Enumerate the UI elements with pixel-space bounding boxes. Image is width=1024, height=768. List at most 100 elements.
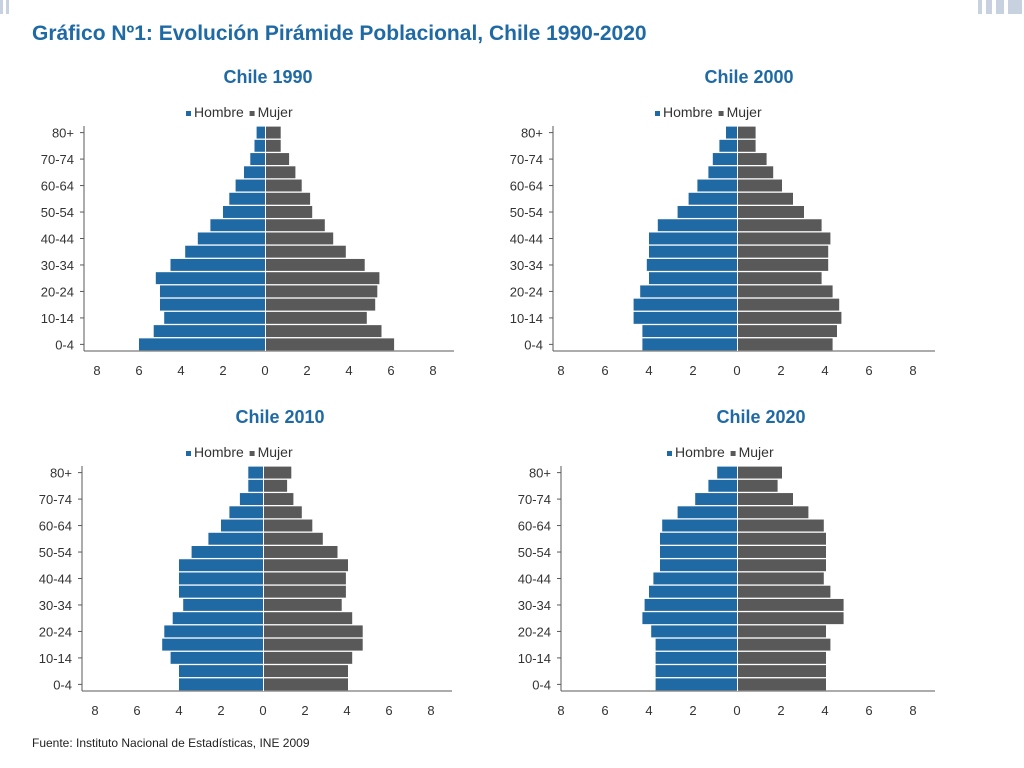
chart-3-bar-hombre-20-24 [164,625,263,638]
chart-4-bar-hombre-35-39 [649,585,737,598]
chart-3-bar-mujer-20-24 [264,625,363,638]
chart-2-ytick-label-70-74: 70-74 [510,152,543,167]
chart-4-bar-hombre-30-34 [644,598,737,611]
chart-1-bar-hombre-0-4 [139,338,265,351]
chart-4-bar-mujer-35-39 [738,585,831,598]
chart-2-bar-mujer-40-44 [738,232,831,245]
chart-1-bar-hombre-25-29 [155,272,265,285]
chart-1-bar-hombre-55-59 [229,192,265,205]
chart-3-xtick-label-4: 0 [259,703,266,718]
chart-4-bar-hombre-45-49 [660,559,737,572]
chart-2-bar-mujer-10-14 [738,311,842,324]
chart-4-bar-hombre-70-74 [695,493,737,506]
chart-2-ytick-label-20-24: 20-24 [510,284,543,299]
chart-4-bar-hombre-55-59 [660,532,737,545]
chart-4-ytick-label-40-44: 40-44 [518,572,551,587]
chart-4-bar-hombre-75-79 [708,479,737,492]
chart-3-xtick-label-6: 4 [343,703,350,718]
chart-4-bar-mujer-20-24 [738,625,826,638]
chart-2-bar-mujer-70-74 [738,153,767,166]
chart-2-ytick-label-40-44: 40-44 [510,232,543,247]
chart-2-bar-mujer-65-69 [738,166,774,179]
chart-1-bar-hombre-45-49 [210,219,265,232]
chart-1-legend-mujer-swatch [249,111,255,116]
chart-4-bar-mujer-80+ [738,466,782,479]
chart-4-xtick-label-2: 4 [645,703,652,718]
chart-4-bar-mujer-55-59 [738,532,826,545]
chart-1-bar-mujer-15-19 [266,298,376,311]
chart-2-ytick-label-30-34: 30-34 [510,258,543,273]
chart-4-ytick-label-0-4: 0-4 [532,677,551,692]
chart-1-bar-mujer-25-29 [266,272,380,285]
chart-1-bar-hombre-20-24 [160,285,265,298]
chart-1-bar-mujer-20-24 [266,285,378,298]
chart-2-bar-hombre-20-24 [640,285,737,298]
chart-3-bar-hombre-60-64 [221,519,263,532]
chart-2-bar-hombre-35-39 [649,245,737,258]
chart-1-xtick-label-5: 2 [303,363,310,378]
chart-2-bar-mujer-5-9 [738,325,837,338]
chart-4-bar-hombre-15-19 [655,638,737,651]
chart-4-bar-mujer-65-69 [738,506,809,519]
chart-3-xtick-label-5: 2 [301,703,308,718]
chart-3-xtick-label-0: 8 [91,703,98,718]
chart-2-xtick-label-1: 6 [601,363,608,378]
chart-4-bar-mujer-30-34 [738,598,844,611]
chart-4-bar-mujer-25-29 [738,612,844,625]
chart-2-ytick-label-80+: 80+ [521,126,543,141]
chart-1-ytick-label-60-64: 60-64 [41,179,74,194]
chart-1-title: Chile 1990 [223,67,312,87]
chart-3-bar-hombre-0-4 [179,678,263,691]
chart-3-bar-hombre-70-74 [239,493,263,506]
chart-1-ytick-label-0-4: 0-4 [55,337,74,352]
chart-2-bar-hombre-60-64 [697,179,737,192]
chart-1-bar-hombre-5-9 [153,325,265,338]
chart-2-ytick-label-50-54: 50-54 [510,205,543,220]
chart-1-bar-mujer-70-74 [266,153,290,166]
chart-1-bar-mujer-65-69 [266,166,296,179]
chart-3-legend-hombre-swatch [186,451,191,456]
chart-2-ytick-label-60-64: 60-64 [510,179,543,194]
chart-1-xtick-label-8: 8 [429,363,436,378]
chart-2-bar-mujer-75-79 [738,139,756,152]
chart-2-ytick-label-0-4: 0-4 [524,337,543,352]
chart-2-bar-mujer-35-39 [738,245,829,258]
chart-4-legend-hombre-swatch [667,451,672,456]
chart-2-bar-hombre-10-14 [633,311,737,324]
chart-4-legend-mujer-label: Mujer [739,444,774,460]
chart-2-bar-hombre-70-74 [712,153,737,166]
chart-1-bar-mujer-10-14 [266,311,367,324]
chart-2-xtick-label-7: 6 [865,363,872,378]
chart-1-xtick-label-3: 2 [219,363,226,378]
chart-1-bar-hombre-50-54 [223,206,265,218]
chart-2-legend-hombre-label: Hombre [663,104,713,120]
corner-decoration-right [978,0,1024,16]
chart-3-bar-mujer-45-49 [264,559,348,572]
chart-3-bar-mujer-70-74 [264,493,294,506]
chart-4-ytick-label-10-14: 10-14 [518,651,551,666]
chart-4-bar-hombre-10-14 [655,651,737,664]
chart-1-ytick-label-80+: 80+ [52,126,74,141]
chart-4-title: Chile 2020 [716,407,805,427]
chart-3-bar-hombre-10-14 [170,651,263,664]
chart-1-bar-hombre-35-39 [185,245,265,258]
chart-1-ytick-label-50-54: 50-54 [41,205,74,220]
chart-4-bar-hombre-65-69 [677,506,737,519]
source-note: Fuente: Instituto Nacional de Estadístic… [32,736,310,750]
figure-title: Gráfico Nº1: Evolución Pirámide Poblacio… [32,22,647,45]
chart-4-bar-hombre-0-4 [655,678,737,691]
chart-3-ytick-label-50-54: 50-54 [39,545,72,560]
chart-4-bar-mujer-10-14 [738,651,826,664]
chart-1-ytick-label-40-44: 40-44 [41,232,74,247]
chart-2-bar-hombre-5-9 [642,325,737,338]
chart-3-legend-hombre-label: Hombre [194,444,244,460]
chart-1-bar-mujer-55-59 [266,192,311,205]
chart-3-ytick-label-80+: 80+ [50,466,72,481]
chart-1-xtick-label-0: 8 [93,363,100,378]
chart-4-xtick-label-3: 2 [689,703,696,718]
chart-4-bar-mujer-60-64 [738,519,824,532]
chart-3-legend-mujer-swatch [249,451,255,456]
chart-2-ytick-label-10-14: 10-14 [510,311,543,326]
chart-3-bar-hombre-25-29 [172,612,263,625]
